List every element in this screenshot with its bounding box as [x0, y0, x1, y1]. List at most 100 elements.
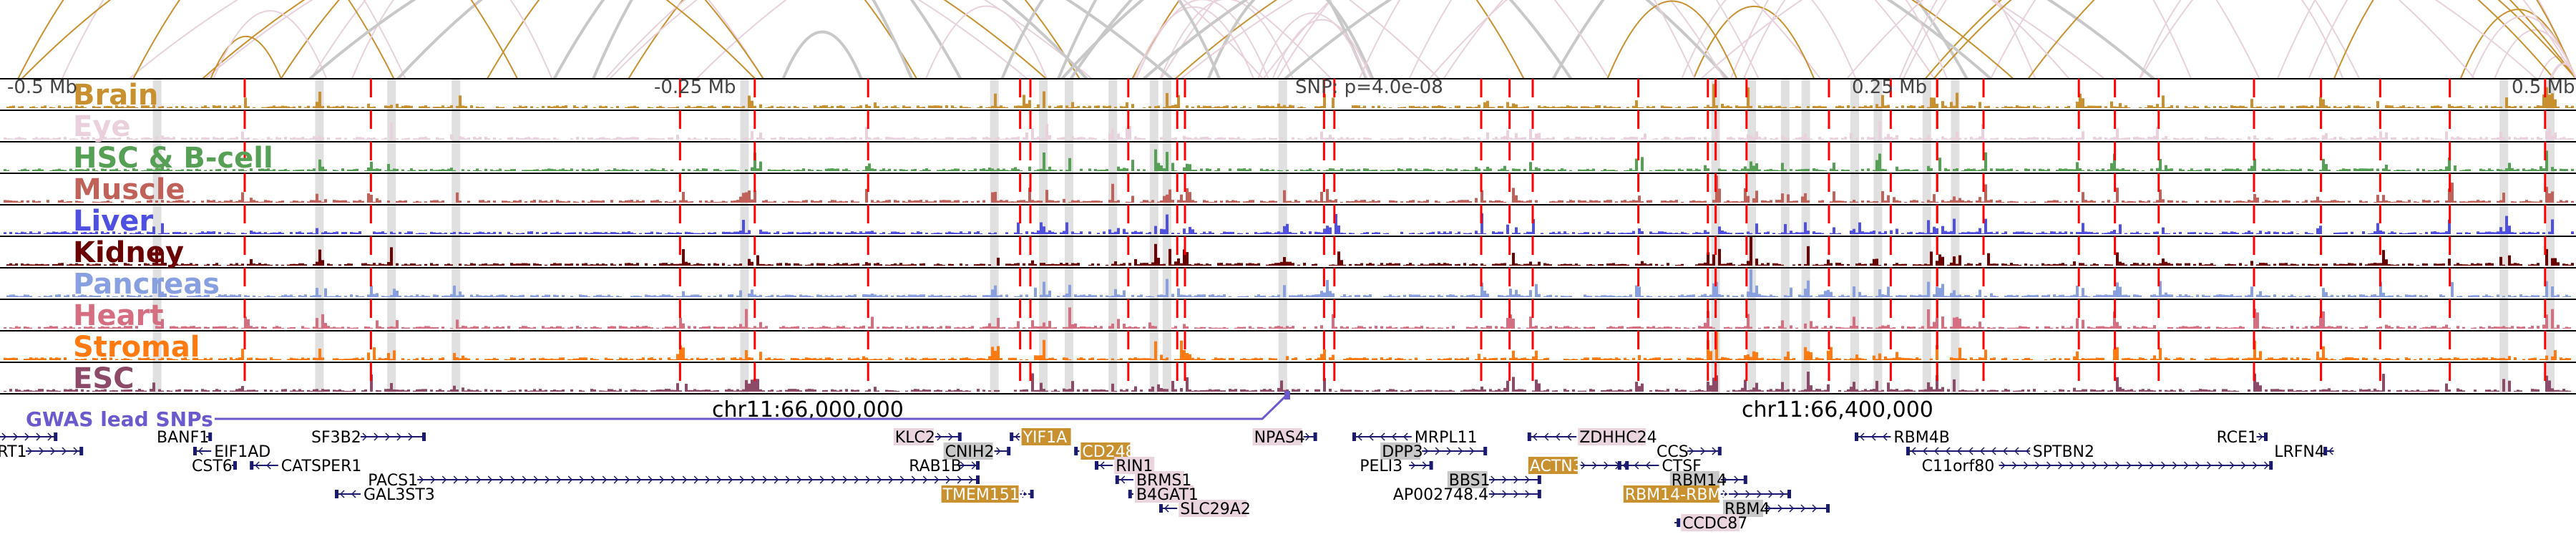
signal-bar: [2471, 295, 2474, 297]
signal-bar: [1346, 137, 1349, 140]
signal-bar: [1764, 137, 1767, 140]
signal-bar: [1589, 263, 1592, 266]
signal-bar: [728, 169, 731, 171]
signal-bar: [476, 326, 479, 329]
signal-bar: [1555, 201, 1558, 203]
signal-bar: [49, 138, 52, 140]
signal-bar: [1160, 165, 1163, 171]
signal-bar: [1068, 158, 1071, 171]
signal-bar: [522, 233, 525, 234]
signal-bar: [107, 295, 109, 297]
signal-bar: [2024, 107, 2027, 108]
signal-bar: [859, 137, 862, 140]
signal-bar: [1475, 231, 1478, 234]
signal-bar: [1981, 124, 1984, 140]
signal-bar: [1612, 232, 1615, 234]
interaction-arc: [924, 5, 1048, 79]
signal-bar: [38, 296, 41, 297]
signal-bar: [602, 200, 605, 203]
signal-bar: [2082, 288, 2084, 297]
signal-bar: [2030, 137, 2033, 140]
signal-bar: [1314, 137, 1317, 140]
signal-bar: [1366, 168, 1369, 171]
signal-bar: [882, 168, 885, 171]
signal-bar: [1678, 106, 1681, 108]
signal-bar: [2124, 294, 2127, 297]
signal-bar: [1738, 232, 1741, 234]
signal-bar: [848, 294, 851, 297]
signal-bar: [2522, 296, 2525, 297]
signal-bar: [1644, 263, 1646, 266]
signal-bar: [1669, 169, 1672, 171]
signal-bar: [1535, 200, 1538, 203]
signal-bar: [150, 200, 152, 203]
signal-bar: [213, 263, 215, 266]
signal-bar: [1772, 170, 1775, 171]
signal-bar: [902, 232, 905, 234]
signal-bar: [785, 294, 788, 297]
signal-bar: [1901, 169, 1904, 171]
signal-bar: [1750, 106, 1752, 108]
signal-bar: [585, 326, 587, 329]
signal-bar: [2514, 295, 2517, 297]
signal-bar: [1057, 137, 1060, 140]
signal-bar: [215, 263, 218, 266]
signal-bar: [2342, 200, 2345, 203]
signal-bar: [1784, 295, 1787, 297]
signal-bar: [81, 105, 84, 108]
signal-bar: [679, 232, 682, 234]
signal-bar: [1853, 106, 1855, 108]
signal-bar: [493, 231, 496, 234]
signal-bar: [1246, 169, 1249, 171]
signal-bar: [839, 105, 842, 108]
signal-bar: [2139, 137, 2142, 140]
signal-bar: [2422, 168, 2425, 171]
signal-bar: [124, 326, 127, 329]
signal-bar: [1944, 105, 1947, 108]
signal-bar: [902, 294, 905, 297]
signal-bar: [1784, 223, 1787, 234]
signal-bar: [1936, 286, 1938, 297]
signal-bar: [1984, 184, 1987, 203]
signal-bar: [2368, 168, 2371, 171]
signal-bar: [2130, 200, 2133, 203]
signal-bar: [1901, 105, 1904, 108]
signal-bar: [2279, 263, 2282, 266]
signal-bar: [2142, 263, 2145, 266]
signal-bar: [2107, 294, 2110, 297]
signal-bar: [553, 294, 556, 297]
signal-bar: [1810, 295, 1813, 297]
signal-bar: [1486, 166, 1489, 171]
signal-bar: [247, 106, 250, 108]
signal-bar: [1375, 169, 1377, 171]
signal-bar: [459, 291, 462, 297]
signal-bar: [794, 105, 796, 108]
signal-bar: [401, 105, 404, 108]
signal-bar: [330, 107, 333, 108]
signal-bar: [1770, 200, 1772, 203]
signal-bar: [914, 233, 917, 234]
signal-bar: [441, 200, 444, 203]
signal-bar: [1884, 294, 1887, 297]
signal-bar: [344, 296, 347, 297]
signal-bar: [1595, 105, 1598, 108]
signal-bar: [1672, 296, 1675, 297]
signal-bar: [836, 263, 839, 266]
signal-bar: [324, 231, 327, 234]
signal-bar: [1558, 169, 1561, 171]
signal-bar: [1661, 105, 1664, 108]
signal-bar: [109, 137, 112, 140]
signal-bar: [725, 170, 728, 171]
signal-bar: [962, 233, 965, 234]
signal-bar: [1526, 200, 1529, 203]
signal-bar: [957, 168, 960, 171]
signal-bar: [857, 201, 859, 203]
signal-bar: [542, 326, 545, 329]
signal-bar: [2067, 296, 2070, 297]
signal-bar: [1320, 131, 1323, 140]
signal-bar: [636, 107, 639, 108]
signal-bar: [195, 295, 198, 297]
signal-bar: [2554, 258, 2557, 266]
signal-bar: [676, 106, 679, 108]
signal-bar: [2096, 169, 2099, 171]
